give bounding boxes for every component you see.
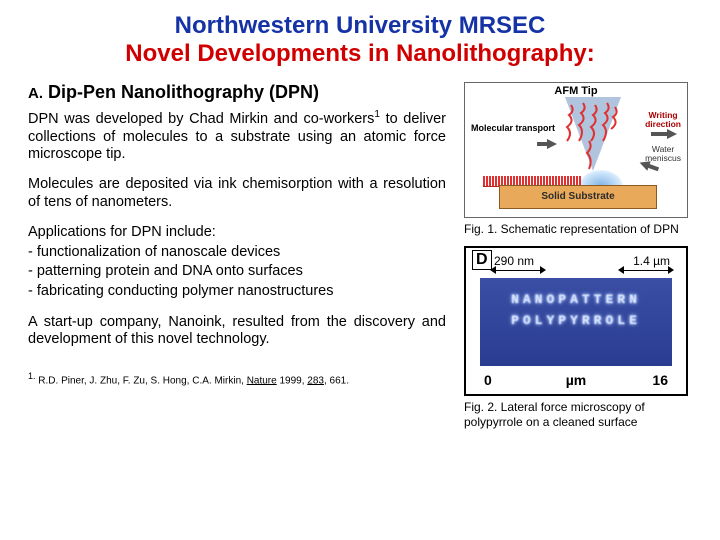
fig2-lfm-image: NANOPATTERN POLYPYRROLE <box>480 278 672 366</box>
fig1-wm-label: Water meniscus <box>645 145 681 162</box>
fig2-dim-arrow-right <box>624 270 668 271</box>
title-line2: Novel Developments in Nanolithography: <box>28 40 692 68</box>
section-heading: A. Dip-Pen Nanolithography (DPN) <box>28 82 446 103</box>
para1-a: DPN was developed by Chad Mirkin and co-… <box>28 111 374 127</box>
heading-text: Dip-Pen Nanolithography (DPN) <box>48 82 319 102</box>
left-column: A. Dip-Pen Nanolithography (DPN) DPN was… <box>28 82 446 439</box>
fig1-mol-label: Molecular transport <box>471 123 555 133</box>
fig1-arrow-wm <box>639 161 659 171</box>
figure-2-caption: Fig. 2. Lateral force microscopy of poly… <box>464 400 692 429</box>
fig2-dim-right: 1.4 µm <box>633 254 670 268</box>
right-column: AFM Tip Molecular transport Writing dire… <box>464 82 692 439</box>
content-columns: A. Dip-Pen Nanolithography (DPN) DPN was… <box>28 82 692 439</box>
fig1-substrate: Solid Substrate <box>499 185 657 209</box>
figure-2: D 290 nm 1.4 µm NANOPATTERN POLYPYRROLE … <box>464 246 688 396</box>
fig2-d-label: D <box>472 250 492 270</box>
heading-prefix: A. <box>28 85 43 102</box>
figure-1: AFM Tip Molecular transport Writing dire… <box>464 82 688 218</box>
ref-num: 1. <box>28 371 36 381</box>
apps-intro: Applications for DPN include: <box>28 223 446 243</box>
ref-year-b: , 661. <box>324 375 349 386</box>
fig2-axis-max: 16 <box>652 372 668 388</box>
ref-journal: Nature <box>247 375 277 386</box>
fig2-word2: POLYPYRROLE <box>480 313 672 328</box>
bullet-2: - patterning protein and DNA onto surfac… <box>28 262 446 282</box>
fig1-afm-label: AFM Tip <box>465 85 687 97</box>
bullet-3: - fabricating conducting polymer nanostr… <box>28 282 446 302</box>
ref-vol: 283 <box>307 375 324 386</box>
fig1-arrow-wd <box>651 129 677 139</box>
reference: 1. R.D. Piner, J. Zhu, F. Zu, S. Hong, C… <box>28 371 446 386</box>
ref-authors: R.D. Piner, J. Zhu, F. Zu, S. Hong, C.A.… <box>36 375 247 386</box>
fig2-dim-left: 290 nm <box>494 254 534 268</box>
paragraph-1: DPN was developed by Chad Mirkin and co-… <box>28 109 446 164</box>
paragraph-2: Molecules are deposited via ink chemisor… <box>28 176 446 211</box>
fig1-arrow-mol <box>537 139 557 149</box>
slide: Northwestern University MRSEC Novel Deve… <box>0 0 720 540</box>
bullet-1: - functionalization of nanoscale devices <box>28 243 446 263</box>
paragraph-3: A start-up company, Nanoink, resulted fr… <box>28 314 446 349</box>
title-line1: Northwestern University MRSEC <box>28 12 692 40</box>
fig1-wd-label: Writing direction <box>645 111 681 128</box>
ref-year-a: 1999, <box>277 375 308 386</box>
fig2-dim-arrow-left <box>496 270 540 271</box>
fig1-molecule-squiggles <box>565 101 621 179</box>
fig2-word1: NANOPATTERN <box>480 292 672 307</box>
figure-1-caption: Fig. 1. Schematic representation of DPN <box>464 222 692 236</box>
